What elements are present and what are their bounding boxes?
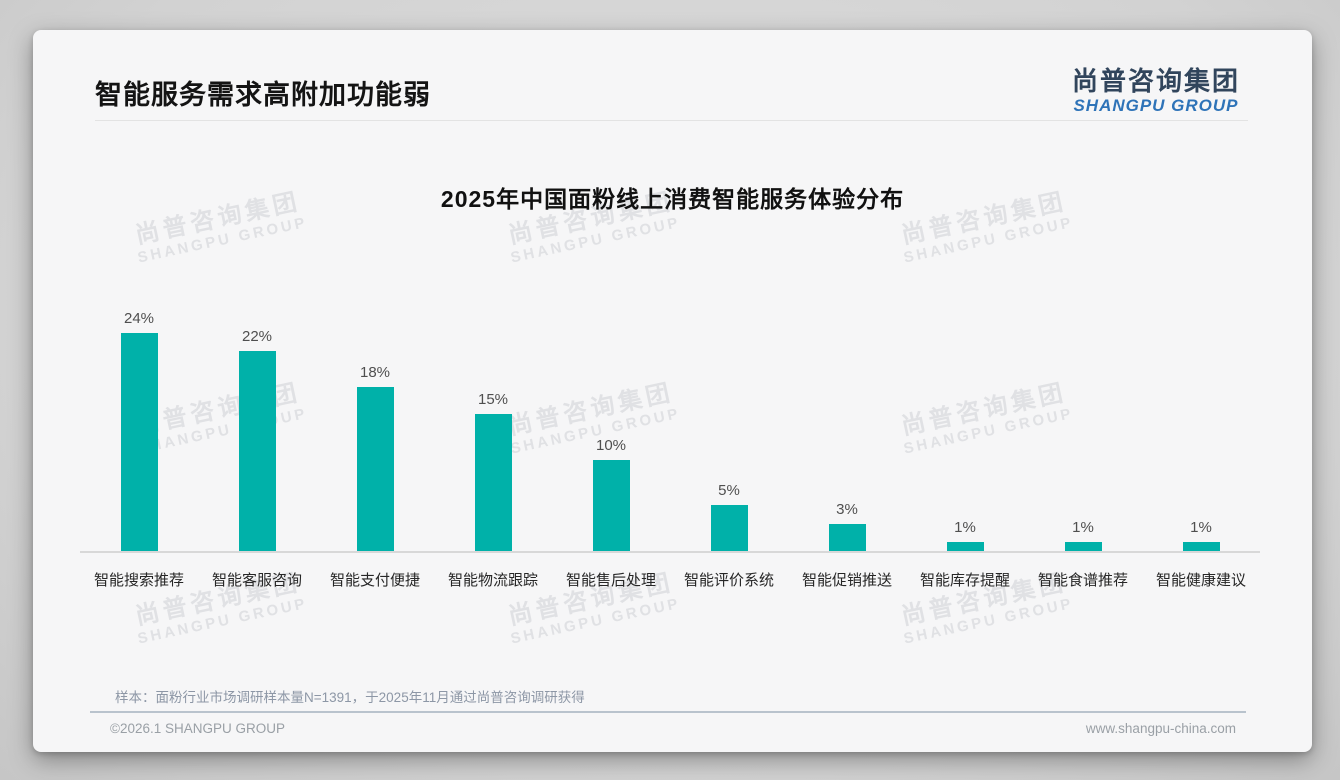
bar (356, 387, 394, 551)
watermark-english-text: SHANGPU GROUP (509, 594, 683, 648)
category-label: 智能评价系统 (683, 572, 774, 589)
category-label: 智能物流跟踪 (447, 572, 538, 589)
bar (474, 414, 512, 551)
category-label: 智能支付便捷 (329, 572, 420, 589)
category-label: 智能食谱推荐 (1037, 572, 1128, 589)
bar-value-label: 18% (359, 364, 391, 381)
bar-value-label: 1% (1190, 519, 1212, 536)
bar-chart: 24% 22% 18% 15% 10% 5% 3% 1% 1% 1% 智能搜索推荐 智能客服咨询 智能… (80, 288, 1260, 590)
bar-column: 18% (316, 364, 434, 551)
bar-value-label: 24% (123, 310, 155, 327)
logo-chinese-text: 尚普咨询集团 (1071, 66, 1240, 96)
bar (1064, 542, 1102, 551)
watermark-english-text: SHANGPU GROUP (902, 594, 1076, 648)
bar-value-label: 10% (595, 437, 627, 454)
category-label: 智能客服咨询 (211, 572, 302, 589)
bar-column: 22% (198, 328, 316, 551)
watermark-english-text: SHANGPU GROUP (509, 213, 683, 267)
bar-column: 3% (788, 501, 906, 551)
bar-value-label: 1% (1072, 519, 1094, 536)
bar-value-label: 5% (718, 482, 740, 499)
bar (828, 524, 866, 551)
header-divider (95, 120, 1248, 121)
bar (120, 333, 158, 551)
bar-column: 5% (670, 482, 788, 551)
watermark-english-text: SHANGPU GROUP (136, 594, 310, 648)
bar-value-label: 22% (241, 328, 273, 345)
bar (592, 460, 630, 551)
footer-website: www.shangpu-china.com (1085, 721, 1236, 736)
bar-value-label: 3% (836, 501, 858, 518)
category-label: 智能库存提醒 (919, 572, 1010, 589)
watermark-english-text: SHANGPU GROUP (902, 213, 1076, 267)
page-title: 智能服务需求高附加功能弱 (95, 80, 431, 110)
footer-copyright: ©2026.1 SHANGPU GROUP (110, 721, 286, 736)
sample-note: 样本：面粉行业市场调研样本量N=1391，于2025年11月通过尚普咨询调研获得 (115, 690, 585, 705)
bar-column: 1% (1024, 519, 1142, 551)
category-labels-row: 智能搜索推荐 智能客服咨询 智能支付便捷 智能物流跟踪 智能售后处理 智能评价系统 智能促销… (80, 553, 1260, 590)
category-label: 智能搜索推荐 (93, 572, 184, 589)
bar-column: 1% (1142, 519, 1260, 551)
bar (946, 542, 984, 551)
footer-divider (90, 711, 1246, 713)
bar (710, 505, 748, 551)
bars-row: 24% 22% 18% 15% 10% 5% 3% 1% 1% 1% (80, 288, 1260, 553)
bar-column: 1% (906, 519, 1024, 551)
category-label: 智能健康建议 (1155, 572, 1246, 589)
watermark-english-text: SHANGPU GROUP (136, 213, 310, 267)
company-logo: 尚普咨询集团 SHANGPU GROUP (1072, 66, 1240, 116)
bar-value-label: 15% (477, 391, 509, 408)
bar-value-label: 1% (954, 519, 976, 536)
category-label: 智能促销推送 (801, 572, 892, 589)
bar (238, 351, 276, 551)
slide-card: 尚普咨询集团 SHANGPU GROUP 尚普咨询集团 SHANGPU GROUP 尚普… (33, 30, 1312, 752)
category-label: 智能售后处理 (565, 572, 656, 589)
bar-column: 15% (434, 391, 552, 551)
logo-english-text: SHANGPU GROUP (1073, 96, 1239, 115)
bar-column: 24% (80, 310, 198, 551)
chart-title: 2025年中国面粉线上消费智能服务体验分布 (440, 186, 905, 212)
bar-column: 10% (552, 437, 670, 551)
bar (1182, 542, 1220, 551)
